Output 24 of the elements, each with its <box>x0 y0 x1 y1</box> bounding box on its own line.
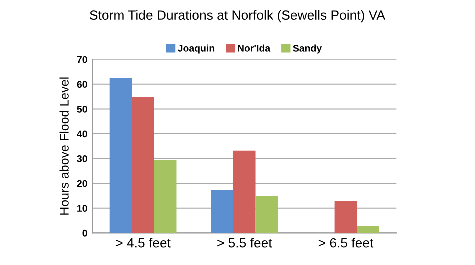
bar <box>211 190 234 234</box>
y-tick-label: 70 <box>77 56 88 64</box>
bar <box>256 196 278 234</box>
bar <box>154 160 177 234</box>
bar <box>132 97 154 234</box>
y-tick-label: 20 <box>77 180 88 188</box>
x-tick-label: > 4.5 feet <box>116 238 171 248</box>
y-tick-label: 30 <box>77 156 88 162</box>
x-tick-label: > 6.5 feet <box>318 238 374 248</box>
y-tick-label: 60 <box>77 81 88 88</box>
y-tick-label: 0 <box>82 230 88 237</box>
legend-label: Sandy <box>293 44 322 54</box>
y-tick-label: 40 <box>77 130 88 138</box>
bar <box>357 226 380 234</box>
chart-title: Storm Tide Durations at Norfolk (Sewells Point) VA <box>90 10 386 23</box>
x-tick-label: > 5.5 feet <box>218 238 272 248</box>
y-tick-label: 50 <box>77 106 88 113</box>
legend-label: Nor'Ida <box>238 44 271 52</box>
bar <box>233 150 256 234</box>
bar <box>110 78 132 234</box>
y-tick-label: 10 <box>78 205 88 212</box>
bar <box>334 201 358 234</box>
y-axis-title: Hours above Flood Level <box>60 78 69 215</box>
legend-label: Joaquin <box>178 44 215 54</box>
